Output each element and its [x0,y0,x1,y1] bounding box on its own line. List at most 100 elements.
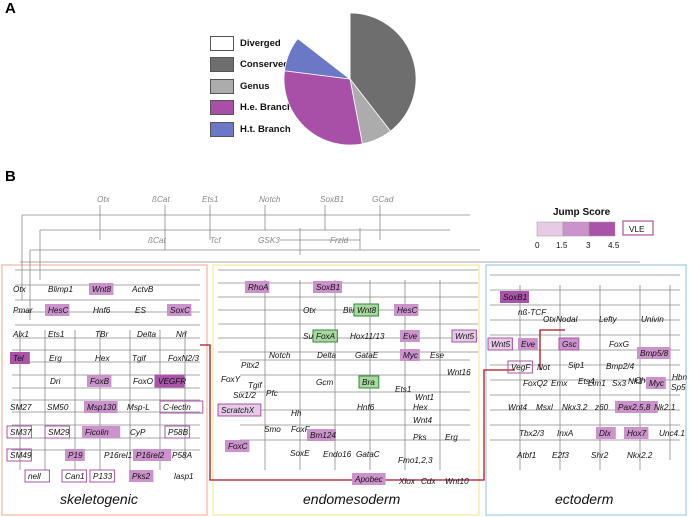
gene-label: Atbf1 [516,451,536,460]
gene-highlight [352,473,386,485]
jump-score-tick: 1.5 [556,241,568,250]
gene-label: Hex [95,354,110,363]
gene-label: SoxB1 [503,293,527,302]
gene-highlight [500,291,529,303]
gene-label: Wnt1 [415,393,434,402]
gene-label: Hox11/13 [350,332,385,341]
region-title-skeletogenic: skeletogenic [60,491,138,507]
gene-label: FoxB [90,377,110,386]
gene-label: Hh [291,409,302,418]
gene-label: E2f3 [552,451,569,460]
gene-label: Wnt4 [508,403,528,412]
gene-highlight [358,375,380,389]
gene-label: FoxY [221,375,241,384]
gene-highlight [6,448,32,462]
region-title-ectoderm: ectoderm [555,491,614,507]
gene-label: Cdx [421,477,436,486]
gene-label: P58B [168,428,189,437]
gene-label: FoxG [609,340,630,349]
gene-highlight [167,304,192,316]
gene-label: InxA [557,429,574,438]
gene-highlight [87,375,112,387]
gene-label: Msp-L [127,403,150,412]
gene-label: Sx3 [612,379,627,388]
gene-label: Tgif [248,381,262,390]
gene-label: Pmar [13,306,33,315]
gene-label: VegF [511,363,531,372]
gene-label: Erg [49,354,62,363]
pie-slice-h-e-branch [283,70,363,146]
gene-label: Hbn [672,373,687,382]
gene-highlight [82,426,121,438]
legend-row-diverged: Diverged [210,35,281,51]
gene-label: Wnt8 [357,306,377,315]
gene-label: Univin [641,315,664,324]
gene-label: Eve [403,332,418,341]
gene-label: Wnt10 [445,477,469,486]
legend-swatch [210,121,234,137]
gene-label: ßCat [152,195,170,204]
gene-label: GSK3 [258,236,280,245]
gene-highlight [615,401,658,413]
gene-highlight [10,352,30,364]
jump-score-bin-mid [562,221,590,237]
gene-label: Pks2 [132,472,151,481]
gene-label: Hnf6 [93,306,111,315]
gene-label: GCad [372,195,394,204]
gene-highlight [624,427,649,439]
gene-label: Myc [403,351,418,360]
gene-label: Unc4.1 [659,429,685,438]
gene-label: Otx [97,195,111,204]
gene-label: GataE [355,351,379,360]
gene-highlight [133,449,172,461]
network-wires [12,205,680,481]
gene-label: Sp5 [671,383,686,392]
gene-label: Six1/2 [233,391,256,400]
gene-label: FoxQ2 [523,379,548,388]
legend-row-he-branch: H.e. Branch [210,99,293,115]
gene-label: Dlx [599,429,612,438]
gene-label: P16rel2 [136,451,165,460]
gene-highlight [400,349,420,361]
gene-highlight [487,337,513,351]
gene-label: Wnt8 [92,285,112,294]
gene-highlight [164,425,190,439]
gene-highlight [353,303,379,317]
pie-slice-diverged [297,12,351,80]
gene-label: ES [135,306,146,315]
gene-label: Hnf6 [357,403,375,412]
gene-label: Notch [269,351,291,360]
gene-label: lasp1 [174,472,194,481]
gene-highlight [313,281,342,293]
pie-chart [283,12,417,146]
gene-highlight [44,425,70,439]
gene-label: SM50 [47,403,69,412]
gene-label: FoxF [291,425,311,434]
gene-label: Bra [362,378,375,387]
gene-label: Lefty [599,315,618,324]
vle-label: VLE [629,225,645,234]
gene-label: FoxC [228,442,248,451]
gene-label: Apobec [354,475,383,484]
gene-label: FoxO [133,377,154,386]
panel-a-letter: A [5,0,16,17]
gene-label: Ficolin [85,428,109,437]
gene-label: Ets1 [202,195,218,204]
gene-label: Pitx2 [241,361,260,370]
gene-highlight [518,338,538,350]
gene-highlight [159,400,204,414]
legend-label: H.e. Branch [240,101,293,113]
gene-highlight [89,283,114,295]
gene-label: Frzld [330,236,349,245]
gene-label: Xlox [398,477,416,486]
gene-label: SM37 [10,428,32,437]
gene-label: SM29 [48,428,70,437]
gene-label: Can1 [65,472,85,481]
legend-label: Diverged [240,37,281,49]
gene-label: Delta [137,330,157,339]
gene-label: Lim1 [588,379,606,388]
gene-highlight [65,449,85,461]
gene-label: Pks [413,433,427,442]
gene-label: FoxA [316,332,336,341]
gene-label: P133 [93,472,113,481]
